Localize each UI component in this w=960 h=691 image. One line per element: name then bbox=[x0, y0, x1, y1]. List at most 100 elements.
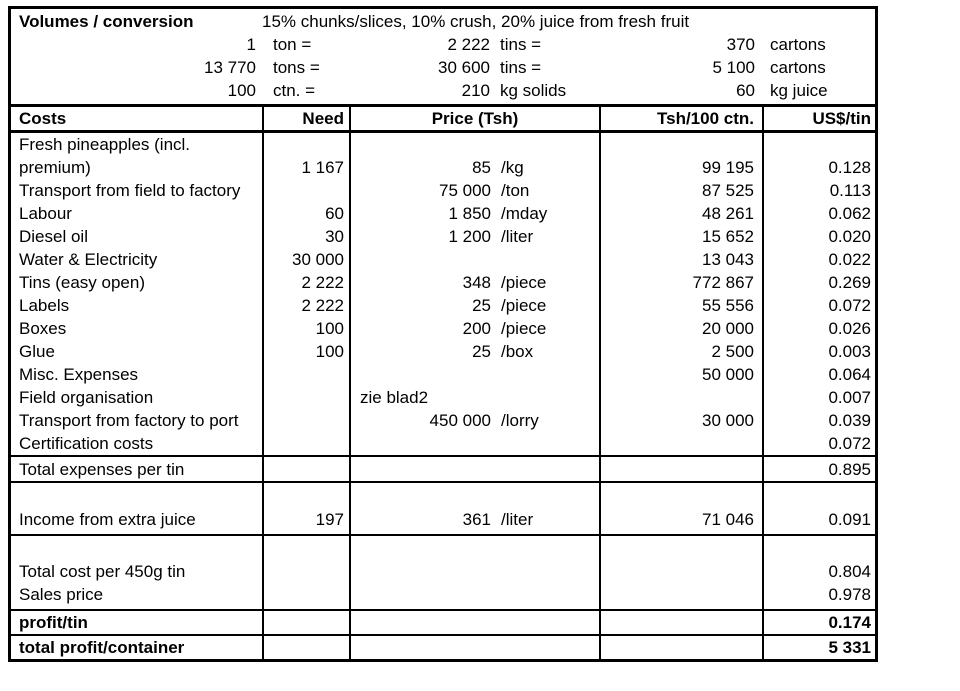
price-unit: /liter bbox=[501, 227, 534, 246]
header-need: Need bbox=[262, 107, 350, 133]
volumes-rows: 1 ton = 2 222 tins = 370 cartons 13 770 tons = 3… bbox=[11, 33, 875, 102]
price-value: 75 000 bbox=[439, 181, 491, 200]
price-wrap: 200/piece bbox=[352, 317, 599, 340]
volume-unit: cartons bbox=[770, 34, 826, 54]
volumes-row: 13 770 tons = 30 600 tins = 5 100 cartons bbox=[11, 56, 875, 79]
price-value: 25 bbox=[472, 342, 491, 361]
need-cell bbox=[262, 610, 350, 636]
table-row: Total cost per 450g tin Sales price 0.804… bbox=[11, 535, 875, 611]
cost-label-cell: Glue bbox=[19, 342, 55, 361]
volume-qty: 5 100 bbox=[712, 57, 755, 77]
usd-per-tin-cell: 0.020 bbox=[762, 225, 875, 248]
price-unit: /piece bbox=[501, 319, 547, 338]
need-cell bbox=[262, 363, 350, 386]
price-wrap: 450 000/lorry bbox=[352, 409, 599, 432]
price-cell bbox=[349, 248, 600, 271]
table-row: total profit/container 5 331 bbox=[11, 635, 875, 659]
need-cell: 30 bbox=[262, 225, 350, 248]
volume-qty: 1 bbox=[246, 34, 256, 54]
table-row: profit/tin 0.174 bbox=[11, 610, 875, 636]
usd-per-tin-cell: 0.026 bbox=[762, 317, 875, 340]
tsh-per-100ctn-cell: 50 000 bbox=[599, 363, 763, 386]
price-cell bbox=[349, 535, 600, 611]
price-unit: /liter bbox=[501, 510, 534, 529]
usd-per-tin-cell: 0.174 bbox=[762, 610, 875, 636]
need-cell bbox=[262, 432, 350, 456]
need-cell: 197 bbox=[262, 482, 350, 536]
header-tsh-per-100ctn: Tsh/100 ctn. bbox=[599, 107, 763, 133]
volume-unit: kg juice bbox=[770, 80, 828, 100]
volume-unit: tins = bbox=[500, 34, 542, 54]
tsh-per-100ctn-cell bbox=[599, 535, 763, 611]
cost-label-cell: profit/tin bbox=[11, 610, 263, 636]
usd-per-tin-cell: 0.072 bbox=[762, 432, 875, 456]
usd-per-tin-cell: 0.128 bbox=[762, 131, 875, 179]
volumes-title: Volumes / conversion bbox=[19, 11, 194, 31]
need-cell: 2 222 bbox=[262, 294, 350, 317]
cost-label-cell: total profit/container bbox=[19, 638, 185, 657]
spreadsheet-table: Volumes / conversion 15% chunks/slices, … bbox=[8, 6, 878, 662]
header-price-tsh: Price (Tsh) bbox=[349, 107, 600, 133]
tsh-per-100ctn-cell: 15 652 bbox=[599, 225, 763, 248]
price-unit: /piece bbox=[501, 296, 547, 315]
need-cell bbox=[262, 535, 350, 611]
price-wrap: 75 000/ton bbox=[352, 179, 599, 202]
table-row: Glue 100 25/box 2 500 0.003 bbox=[11, 340, 875, 363]
volumes-title-row: Volumes / conversion 15% chunks/slices, … bbox=[11, 10, 875, 33]
usd-per-tin-cell: 5 331 bbox=[762, 635, 875, 659]
tsh-per-100ctn-cell: 48 261 bbox=[599, 202, 763, 225]
conversion-note: 15% chunks/slices, 10% crush, 20% juice … bbox=[262, 11, 690, 31]
price-unit: /piece bbox=[501, 273, 547, 292]
cost-label-cell: Income from extra juice bbox=[11, 482, 263, 536]
need-cell: 100 bbox=[262, 340, 350, 363]
price-cell: zie blad2 bbox=[349, 386, 600, 409]
tsh-per-100ctn-cell bbox=[599, 386, 763, 409]
price-value: 25 bbox=[472, 296, 491, 315]
usd-per-tin-cell: 0.113 bbox=[762, 179, 875, 202]
usd-per-tin-cell: 0.091 bbox=[762, 482, 875, 536]
price-cell bbox=[349, 363, 600, 386]
volume-qty: 30 600 bbox=[438, 57, 490, 77]
volume-unit: cartons bbox=[770, 57, 826, 77]
table-row: Transport from factory to port 450 000/lo… bbox=[11, 409, 875, 432]
volumes-row: 1 ton = 2 222 tins = 370 cartons bbox=[11, 33, 875, 56]
usd-per-tin-cell: 0.007 bbox=[762, 386, 875, 409]
price-cell: 1 850/mday bbox=[349, 202, 600, 225]
table-row: Labels 2 222 25/piece 55 556 0.072 bbox=[11, 294, 875, 317]
tsh-per-100ctn-cell: 71 046 bbox=[599, 482, 763, 536]
price-cell: 200/piece bbox=[349, 317, 600, 340]
price-cell bbox=[349, 432, 600, 456]
tsh-per-100ctn-cell: 99 195 bbox=[599, 131, 763, 179]
usd-per-tin-cell: 0.269 bbox=[762, 271, 875, 294]
usd-per-tin-cell: 0.003 bbox=[762, 340, 875, 363]
need-cell: 1 167 bbox=[262, 131, 350, 179]
cost-label-cell: Labour bbox=[19, 204, 72, 223]
cost-label-cell: Boxes bbox=[19, 319, 67, 338]
volume-unit: tins = bbox=[500, 57, 542, 77]
tsh-per-100ctn-cell bbox=[599, 455, 763, 483]
price-value: 361 bbox=[462, 510, 491, 529]
need-cell bbox=[262, 635, 350, 659]
cost-label-cell: Labels bbox=[19, 296, 70, 315]
usd-per-tin-cell: 0.039 bbox=[762, 409, 875, 432]
tsh-per-100ctn-cell bbox=[599, 610, 763, 636]
header-costs: Costs bbox=[11, 107, 263, 133]
header-usd-per-tin: US$/tin bbox=[762, 107, 875, 133]
price-wrap: 25/piece bbox=[352, 294, 599, 317]
cost-label-cell: Misc. Expenses bbox=[19, 365, 139, 384]
price-wrap: 85/kg bbox=[352, 156, 599, 179]
tsh-per-100ctn-cell bbox=[599, 432, 763, 456]
price-cell: 361/liter bbox=[349, 482, 600, 536]
price-wrap: 25/box bbox=[352, 340, 599, 363]
volumes-section: Volumes / conversion 15% chunks/slices, … bbox=[11, 9, 875, 107]
need-cell bbox=[262, 409, 350, 432]
table-row: Tins (easy open) 2 222 348/piece 772 867 0.2… bbox=[11, 271, 875, 294]
usd-per-tin-cell: 0.022 bbox=[762, 248, 875, 271]
costs-table: Costs Need Price (Tsh) Tsh/100 ctn. US$/… bbox=[11, 107, 875, 659]
price-wrap: 1 850/mday bbox=[352, 202, 599, 225]
costs-table-body: Fresh pineapples (incl. premium) 1 167 85/… bbox=[11, 131, 875, 659]
cost-label-cell: Water & Electricity bbox=[19, 250, 158, 269]
price-wrap: 361/liter bbox=[352, 508, 599, 531]
volume-unit: ton = bbox=[273, 34, 312, 54]
volume-unit: ctn. = bbox=[273, 80, 316, 100]
